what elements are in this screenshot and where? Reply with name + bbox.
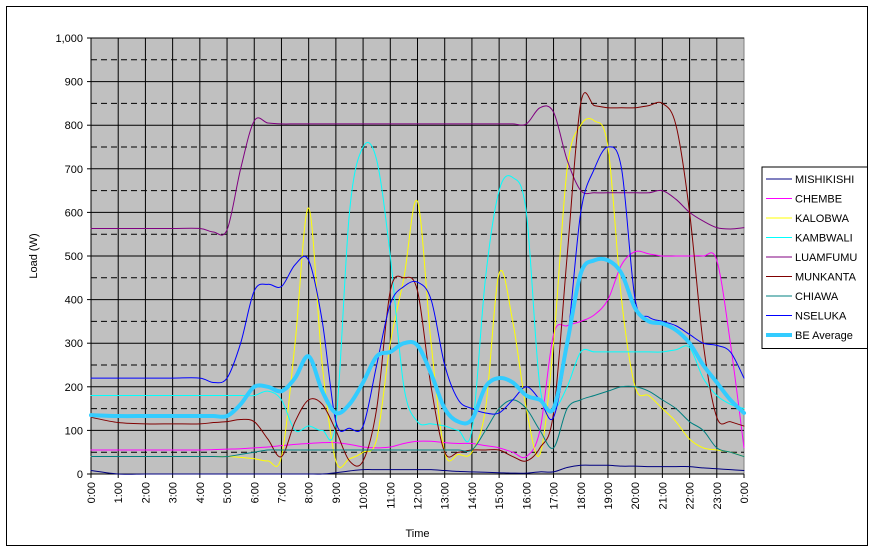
x-tick-label: 1:00	[113, 482, 125, 503]
x-tick-label: 14:00	[467, 482, 479, 510]
y-axis-ticks: 0 100 200 300 400 500 600 700 800 900 1,000	[55, 33, 91, 481]
series-line-be-average	[89, 256, 746, 426]
legend-label-chembe: CHEMBE	[795, 194, 842, 206]
x-tick-label: 17:00	[549, 482, 561, 510]
x-tick-label: 11:00	[385, 482, 397, 509]
x-tick-label: 19:00	[603, 482, 615, 510]
legend-label-nseluka: NSELUKA	[795, 311, 847, 323]
legend-label-chiawa: CHIAWA	[795, 291, 839, 303]
plot-area	[90, 37, 745, 475]
legend-box	[761, 166, 873, 349]
x-tick-label: 7:00	[276, 482, 288, 503]
x-tick-label: 12:00	[413, 482, 425, 510]
x-tick-label: 4:00	[195, 482, 207, 503]
x-tick-label: 8:00	[304, 482, 316, 503]
x-tick-label: 2:00	[140, 482, 152, 503]
series-lines	[89, 92, 746, 475]
series-line-kambwali	[90, 142, 745, 443]
x-tick-label: 3:00	[168, 482, 180, 503]
x-axis-ticks: 0:00 1:00 2:00 3:00 4:00 5:00 6:00 7:00 8:00 9:00…	[86, 474, 751, 510]
x-tick-label: 21:00	[657, 482, 669, 510]
x-tick-label: 13:00	[440, 482, 452, 510]
y-axis-label: Load (W)	[28, 233, 40, 278]
x-tick-label: 23:00	[712, 482, 724, 510]
chart-frame: 0 100 200 300 400 500 600 700 800 900 1,000 0:00 1:…	[6, 6, 873, 546]
y-tick-label: 800	[65, 120, 83, 132]
series-line-luamfumu	[90, 105, 745, 236]
x-tick-label: 9:00	[331, 482, 343, 503]
y-tick-label: 600	[65, 207, 83, 219]
y-tick-label: 300	[65, 338, 83, 350]
legend-label-kalobwa: KALOBWA	[795, 213, 850, 225]
x-tick-label: 18:00	[576, 482, 588, 510]
x-tick-label: 20:00	[630, 482, 642, 510]
series-line-chembe	[90, 250, 745, 459]
series-line-chiawa	[90, 385, 745, 458]
y-tick-label: 400	[65, 295, 83, 307]
x-tick-label: 6:00	[249, 482, 261, 503]
x-tick-label: 0:00	[739, 482, 751, 503]
y-tick-label: 700	[65, 164, 83, 176]
legend-label-be-average: BE Average	[795, 330, 853, 342]
legend-label-munkanta: MUNKANTA	[795, 272, 857, 284]
legend-label-kambwali: KAMBWALI	[795, 233, 853, 245]
legend-label-luamfumu: LUAMFUMU	[795, 252, 857, 264]
y-tick-label: 0	[77, 469, 83, 481]
y-tick-label: 500	[65, 251, 83, 263]
y-tick-label: 1,000	[55, 33, 83, 45]
y-tick-label: 200	[65, 382, 83, 394]
x-tick-label: 10:00	[358, 482, 370, 510]
x-tick-label: 5:00	[222, 482, 234, 503]
series-line-mishikishi	[90, 464, 745, 475]
legend: MISHIKISHI CHEMBE KALOBWA KAMBWALI LUAMFUMU M…	[761, 166, 873, 349]
y-tick-label: 100	[65, 425, 83, 437]
y-tick-label: 900	[65, 77, 83, 89]
legend-label-mishikishi: MISHIKISHI	[795, 174, 854, 186]
line-chart: 0 100 200 300 400 500 600 700 800 900 1,000 0:00 1:…	[28, 33, 873, 540]
x-tick-label: 0:00	[86, 482, 98, 503]
series-line-munkanta	[90, 92, 745, 467]
x-tick-label: 15:00	[494, 482, 506, 510]
x-tick-label: 16:00	[521, 482, 533, 510]
x-axis-label: Time	[405, 528, 429, 540]
x-tick-label: 22:00	[685, 482, 697, 510]
